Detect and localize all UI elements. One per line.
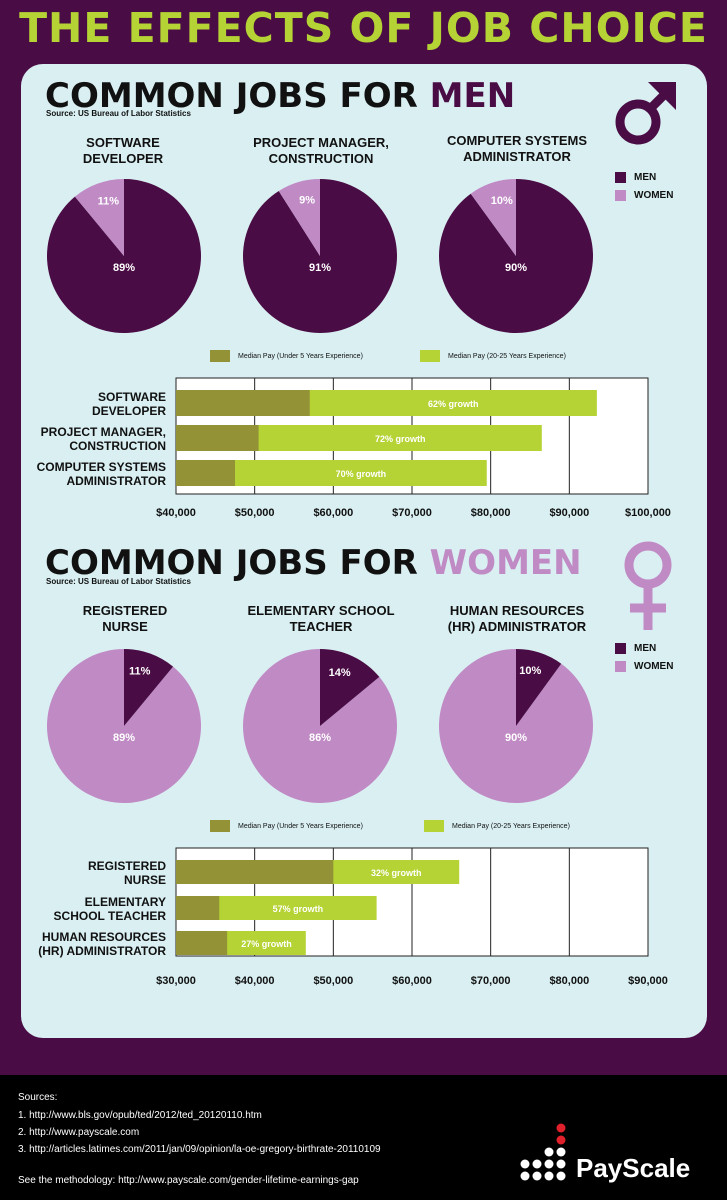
x-tick-label: $40,000 bbox=[235, 975, 275, 987]
pie-slice-men bbox=[47, 179, 202, 333]
payscale-logo-text: PayScale bbox=[576, 1153, 691, 1183]
bar-legend-under5: Median Pay (Under 5 Years Experience) bbox=[210, 820, 363, 832]
category-label: SOFTWARE DEVELOPER bbox=[92, 390, 166, 418]
pie-legend-men-section: MEN WOMEN bbox=[615, 172, 673, 201]
legend-item-women: WOMEN bbox=[615, 661, 673, 672]
category-label: COMPUTER SYSTEMS ADMINISTRATOR bbox=[37, 460, 167, 488]
growth-annotation: 27% growth bbox=[241, 939, 292, 949]
x-tick-label: $80,000 bbox=[549, 975, 589, 987]
x-tick-label: $40,000 bbox=[156, 507, 196, 519]
pie-slice-women bbox=[470, 179, 516, 256]
pie-chart-registered-nurse: 11% 89% bbox=[46, 649, 201, 803]
category-label: HUMAN RESOURCES (HR) ADMINISTRATOR bbox=[38, 930, 166, 958]
bar-under-5-years bbox=[176, 860, 334, 884]
bar-legend-under5: Median Pay (Under 5 Years Experience) bbox=[210, 350, 363, 362]
pie-slice-label: 11% bbox=[129, 666, 151, 678]
source-link-2[interactable]: 2. http://www.payscale.com bbox=[18, 1127, 140, 1138]
x-tick-label: $90,000 bbox=[628, 975, 668, 987]
x-tick-label: $70,000 bbox=[392, 507, 432, 519]
pie-chart-hr-administrator: 10% 90% bbox=[439, 649, 593, 803]
women-section-source: Source: US Bureau of Labor Statistics bbox=[46, 577, 191, 586]
x-tick-label: $60,000 bbox=[313, 507, 353, 519]
pie-slice-label: 14% bbox=[329, 667, 351, 679]
x-tick-label: $90,000 bbox=[549, 507, 589, 519]
pie-chart-software-developer: 11% 89% bbox=[47, 179, 202, 333]
pie-legend-women-section: MEN WOMEN bbox=[615, 643, 673, 672]
bar-legend-20-25: Median Pay (20-25 Years Experience) bbox=[420, 350, 566, 362]
pie-title: REGISTERED NURSE bbox=[82, 603, 168, 634]
x-tick-label: $70,000 bbox=[471, 975, 511, 987]
pie-slice-label: 89% bbox=[113, 732, 135, 744]
pie-slice-label: 9% bbox=[299, 195, 315, 207]
legend-item-men: MEN bbox=[615, 172, 673, 183]
pie-slice-label: 90% bbox=[505, 732, 527, 744]
methodology-link[interactable]: See the methodology: http://www.payscale… bbox=[18, 1175, 359, 1186]
source-link-3[interactable]: 3. http://articles.latimes.com/2011/jan/… bbox=[18, 1144, 381, 1155]
male-symbol-icon bbox=[615, 82, 676, 145]
x-tick-label: $80,000 bbox=[471, 507, 511, 519]
growth-annotation: 70% growth bbox=[336, 469, 387, 479]
pie-title: HUMAN RESOURCES (HR) ADMINISTRATOR bbox=[447, 603, 587, 634]
x-tick-label: $50,000 bbox=[313, 975, 353, 987]
bar-legend-20-25: Median Pay (20-25 Years Experience) bbox=[424, 820, 570, 832]
pie-title: COMPUTER SYSTEMS ADMINISTRATOR bbox=[446, 133, 588, 164]
pie-slice-men bbox=[320, 649, 380, 726]
pie-slice-label: 89% bbox=[113, 262, 135, 274]
bar-under-5-years bbox=[176, 896, 220, 920]
infographic-title: THE EFFECTS OF JOB CHOICE bbox=[19, 4, 708, 52]
bar-under-5-years bbox=[176, 390, 310, 416]
sources-footer: Sources: 1. http://www.bls.gov/opub/ted/… bbox=[0, 1075, 727, 1200]
pie-slice-label: 11% bbox=[98, 196, 120, 208]
bar-chart-men-jobs: $40,000 $50,000 $60,000 $70,000 $80,000 $90,0… bbox=[37, 377, 671, 519]
pie-slice-label: 10% bbox=[519, 665, 541, 677]
pie-title: SOFTWARE DEVELOPER bbox=[82, 135, 164, 166]
pie-slice-label: 86% bbox=[309, 732, 331, 744]
bar-under-5-years bbox=[176, 460, 235, 486]
pie-chart-computer-systems-administrator: 10% 90% bbox=[439, 179, 593, 333]
female-symbol-icon bbox=[624, 541, 672, 630]
source-link-1[interactable]: 1. http://www.bls.gov/opub/ted/2012/ted_… bbox=[18, 1110, 262, 1121]
bar-chart-women-jobs: $30,000 $40,000 $50,000 $60,000 $70,000 $80,0… bbox=[38, 847, 668, 987]
pie-slice-women bbox=[46, 649, 201, 803]
men-section-title: COMMON JOBS FOR MEN bbox=[45, 76, 516, 116]
legend-item-men: MEN bbox=[615, 643, 673, 654]
bar-under-5-years bbox=[176, 931, 228, 955]
pie-slice-label: 91% bbox=[309, 262, 331, 274]
pie-slice-label: 90% bbox=[505, 262, 527, 274]
men-section-source: Source: US Bureau of Labor Statistics bbox=[46, 109, 191, 118]
women-section-title: COMMON JOBS FOR WOMEN bbox=[45, 543, 582, 583]
pie-title: ELEMENTARY SCHOOL TEACHER bbox=[247, 603, 395, 634]
pie-slice-label: 10% bbox=[491, 195, 513, 207]
sources-label: Sources: bbox=[18, 1092, 58, 1103]
pie-slice-men bbox=[516, 649, 562, 726]
x-tick-label: $100,000 bbox=[625, 507, 671, 519]
growth-annotation: 72% growth bbox=[375, 434, 426, 444]
payscale-logo-icon bbox=[520, 1123, 566, 1181]
pie-slice-men bbox=[124, 649, 174, 726]
pie-slice-women bbox=[278, 179, 320, 256]
legend-item-women: WOMEN bbox=[615, 190, 673, 201]
pie-chart-elementary-school-teacher: 14% 86% bbox=[243, 649, 397, 803]
pie-slice-women bbox=[74, 179, 124, 256]
pie-chart-project-manager: 9% 91% bbox=[243, 179, 397, 333]
growth-annotation: 32% growth bbox=[371, 868, 422, 878]
growth-annotation: 62% growth bbox=[428, 399, 479, 409]
growth-annotation: 57% growth bbox=[273, 904, 324, 914]
pie-title: PROJECT MANAGER, CONSTRUCTION bbox=[253, 135, 389, 166]
x-tick-label: $60,000 bbox=[392, 975, 432, 987]
x-tick-label: $30,000 bbox=[156, 975, 196, 987]
category-label: ELEMENTARY SCHOOL TEACHER bbox=[54, 895, 167, 923]
x-tick-label: $50,000 bbox=[235, 507, 275, 519]
category-label: PROJECT MANAGER, CONSTRUCTION bbox=[41, 425, 166, 453]
category-label: REGISTERED NURSE bbox=[88, 859, 166, 887]
bar-under-5-years bbox=[176, 425, 259, 451]
